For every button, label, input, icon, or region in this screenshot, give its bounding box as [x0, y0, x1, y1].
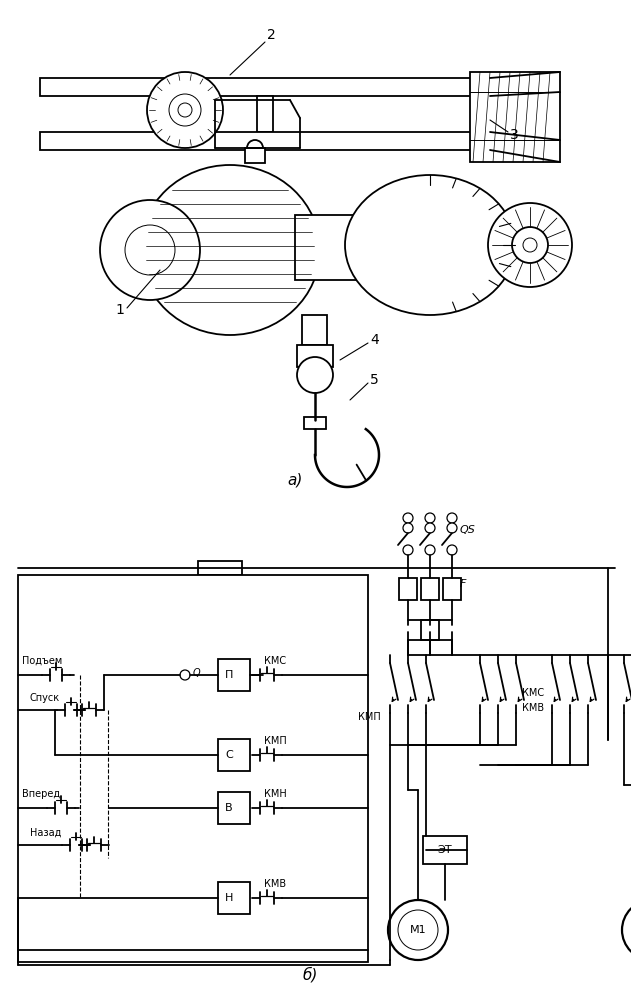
Text: В: В: [225, 803, 233, 813]
Bar: [423, 836, 467, 864]
Circle shape: [488, 203, 572, 287]
Circle shape: [523, 238, 537, 252]
Text: КМП: КМП: [264, 736, 286, 746]
Text: КМС: КМС: [522, 688, 544, 698]
Bar: [421, 620, 439, 640]
Circle shape: [512, 227, 548, 263]
Bar: [443, 578, 461, 600]
Circle shape: [403, 523, 413, 533]
Bar: [304, 417, 326, 429]
Circle shape: [447, 513, 457, 523]
Text: КМВ: КМВ: [264, 879, 286, 889]
Text: 5: 5: [370, 373, 379, 387]
Text: Н: Н: [225, 893, 233, 903]
Text: КМС: КМС: [264, 656, 286, 666]
Circle shape: [147, 72, 223, 148]
Bar: [245, 148, 265, 163]
Circle shape: [403, 513, 413, 523]
Text: КМП: КМП: [358, 712, 380, 722]
Text: б): б): [302, 967, 317, 983]
Circle shape: [297, 357, 333, 393]
Bar: [470, 72, 560, 162]
Circle shape: [447, 545, 457, 555]
Bar: [40, 78, 490, 96]
Text: ЭТ: ЭТ: [438, 845, 452, 855]
Bar: [218, 739, 250, 771]
Text: КМН: КМН: [264, 789, 286, 799]
Circle shape: [178, 103, 192, 117]
Bar: [297, 345, 333, 367]
Circle shape: [180, 670, 190, 680]
Text: QS: QS: [460, 525, 476, 535]
Bar: [18, 575, 368, 962]
Circle shape: [425, 523, 435, 533]
Bar: [257, 96, 273, 132]
Circle shape: [169, 94, 201, 126]
Text: Спуск: Спуск: [30, 693, 60, 703]
Text: М1: М1: [410, 925, 427, 935]
Bar: [399, 578, 417, 600]
Text: 4: 4: [370, 333, 379, 347]
Circle shape: [388, 900, 448, 960]
Ellipse shape: [140, 165, 320, 335]
Bar: [295, 215, 365, 280]
Text: 1: 1: [115, 303, 124, 317]
Bar: [218, 659, 250, 691]
Text: 2: 2: [267, 28, 276, 42]
Text: F: F: [460, 579, 466, 589]
Text: Назад: Назад: [30, 828, 61, 838]
Circle shape: [100, 200, 200, 300]
Bar: [198, 561, 242, 575]
Circle shape: [622, 900, 631, 960]
Circle shape: [425, 513, 435, 523]
Text: П: П: [225, 670, 233, 680]
Ellipse shape: [345, 175, 515, 315]
Circle shape: [398, 910, 438, 950]
Bar: [421, 578, 439, 600]
Circle shape: [125, 225, 175, 275]
Bar: [40, 132, 490, 150]
Circle shape: [425, 545, 435, 555]
Text: Подъем: Подъем: [22, 656, 62, 666]
Text: 3: 3: [510, 128, 519, 142]
Text: С: С: [225, 750, 233, 760]
Text: Q: Q: [193, 668, 201, 678]
Bar: [218, 792, 250, 824]
Circle shape: [247, 140, 263, 156]
Bar: [218, 882, 250, 914]
Bar: [302, 315, 327, 345]
Circle shape: [403, 545, 413, 555]
Text: Вперед: Вперед: [22, 789, 60, 799]
Text: а): а): [287, 473, 303, 488]
Text: КМВ: КМВ: [522, 703, 544, 713]
Circle shape: [447, 523, 457, 533]
